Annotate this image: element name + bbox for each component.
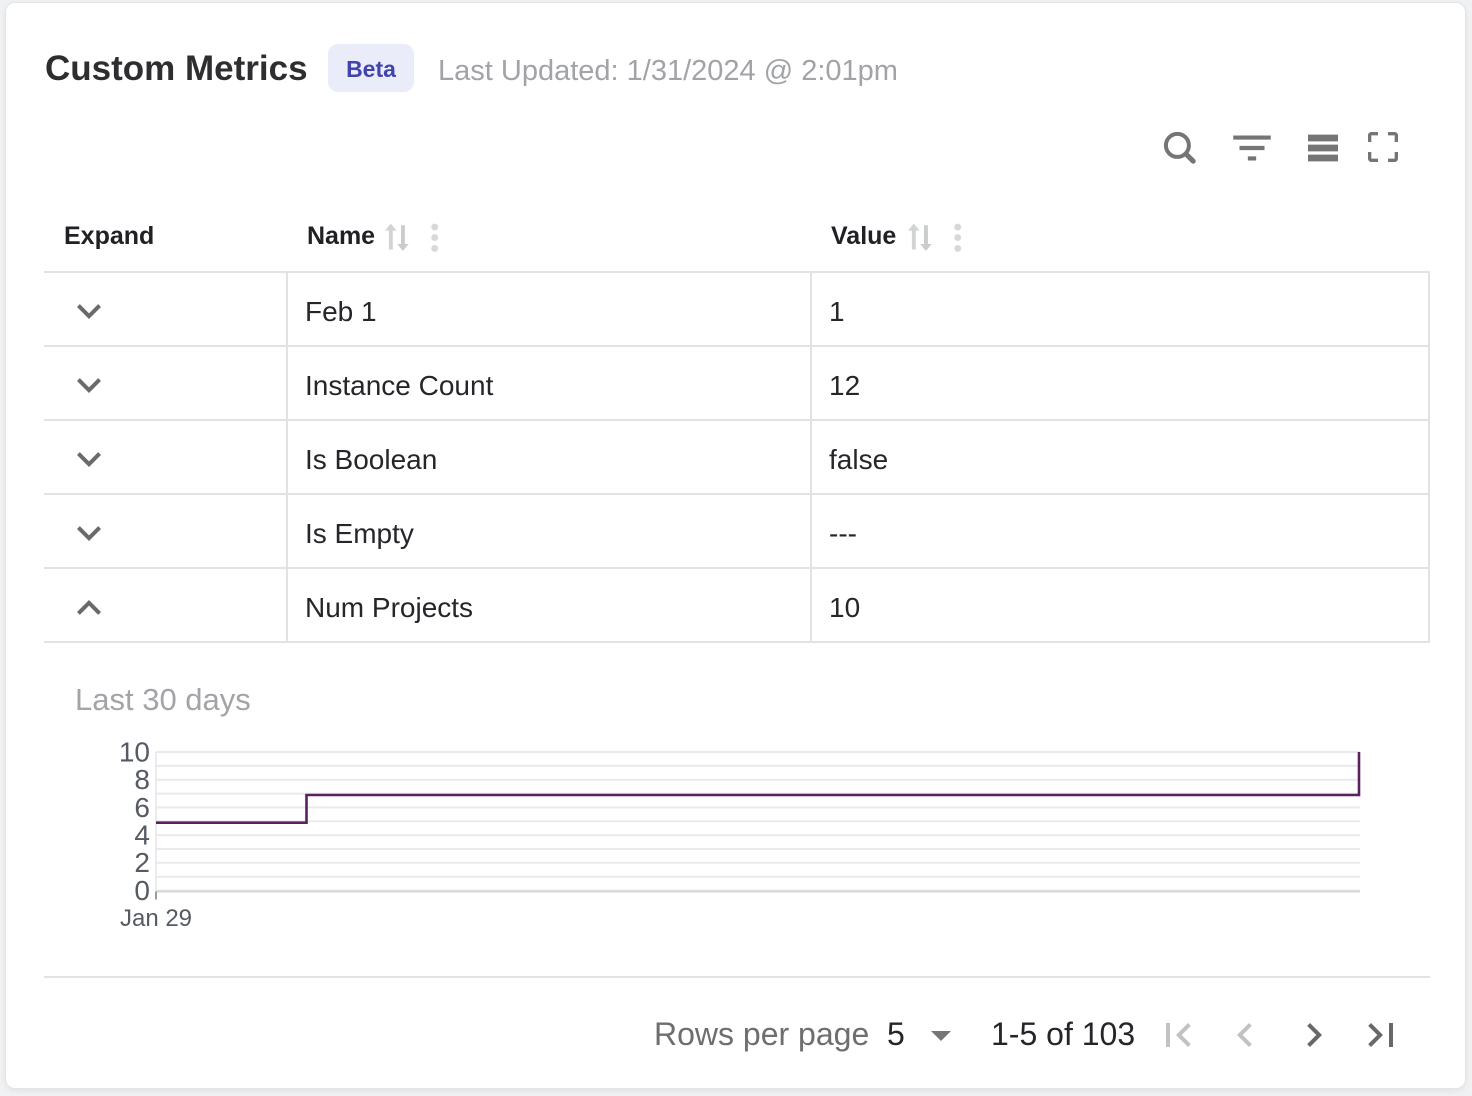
svg-text:8: 8 — [134, 764, 150, 795]
svg-text:6: 6 — [134, 792, 150, 823]
svg-text:4: 4 — [134, 820, 150, 851]
svg-text:10: 10 — [119, 736, 150, 767]
svg-text:2: 2 — [134, 847, 150, 878]
svg-text:Jan 29: Jan 29 — [120, 905, 192, 932]
svg-text:0: 0 — [134, 875, 150, 906]
